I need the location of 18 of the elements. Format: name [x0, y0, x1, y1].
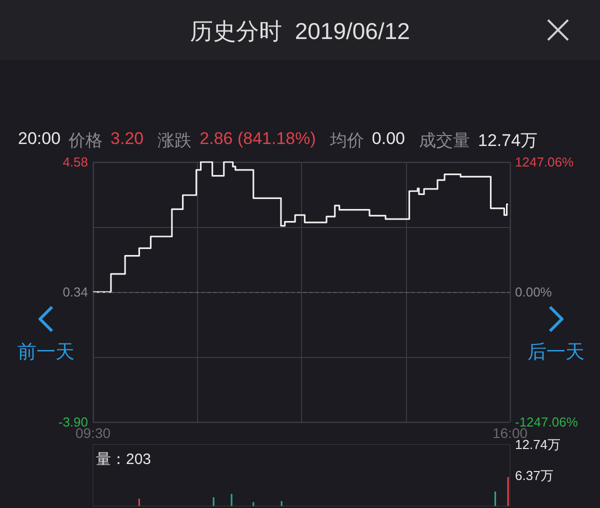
text: 3.20	[110, 129, 144, 150]
text: 前一天	[16, 341, 76, 365]
y-tick-label: 0.34	[62, 284, 88, 300]
text: 涨跌	[158, 130, 192, 152]
text: 2.86 (841.18%)	[200, 129, 316, 150]
y2-tick-label: 0.00%	[515, 284, 552, 300]
text: 价格	[68, 130, 103, 152]
text: 20:00	[18, 129, 61, 150]
y-tick-label: 4.58	[62, 154, 88, 170]
text: 成交量	[418, 130, 470, 152]
text: 12.74万	[478, 130, 538, 152]
y2-tick-label: 1247.06%	[515, 154, 574, 170]
text: 0.00	[372, 129, 405, 150]
text: 后一天	[526, 341, 586, 365]
text: 均价	[330, 130, 364, 152]
annotation: 量：203	[96, 451, 152, 468]
chart-title: 历史分时 2019/06/12	[189, 17, 411, 46]
y-tick-label: 6.37万	[515, 468, 554, 483]
